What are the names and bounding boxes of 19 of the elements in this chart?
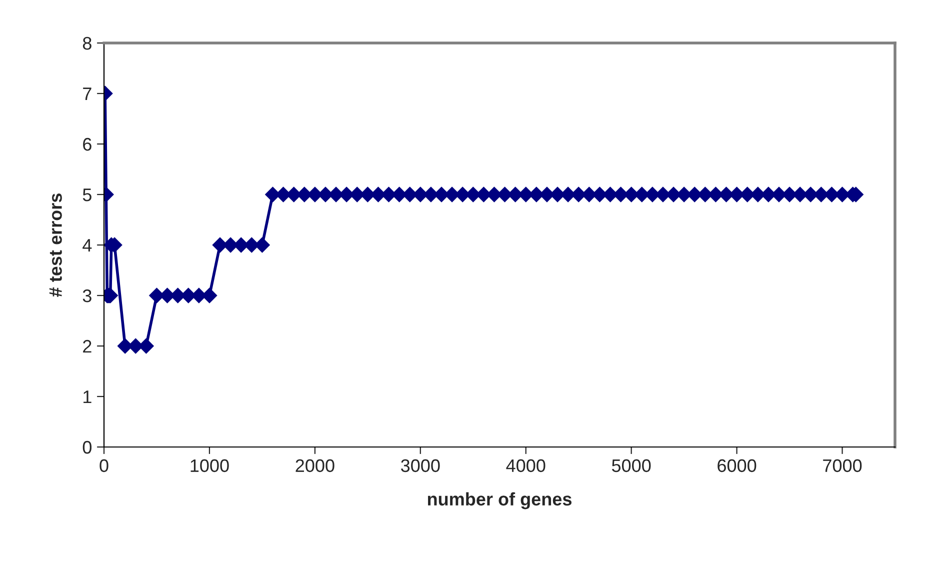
x-axis-title: number of genes <box>428 492 572 510</box>
x-tick-label: 7000 <box>823 459 862 472</box>
x-tick-label: 5000 <box>612 459 651 472</box>
y-tick-label: 8 <box>82 36 92 50</box>
y-tick-label: 6 <box>83 138 92 151</box>
y-tick-label: 1 <box>84 390 92 404</box>
y-tick-label: 4 <box>82 239 92 252</box>
x-tick-label: 4000 <box>506 459 546 472</box>
y-axis-title: # test errors <box>49 194 62 297</box>
y-tick-label: 0 <box>82 440 92 454</box>
y-tick-label: 7 <box>83 88 92 100</box>
x-tick-label: 6000 <box>718 459 756 472</box>
x-tick-label: 1000 <box>190 459 229 472</box>
y-tick-label: 3 <box>82 289 92 302</box>
y-tick-label: 2 <box>83 340 92 353</box>
x-tick-label: 0 <box>100 459 108 472</box>
y-tick-label: 5 <box>82 188 92 202</box>
x-tick-label: 2000 <box>296 459 334 472</box>
x-tick-label: 3000 <box>401 459 440 472</box>
